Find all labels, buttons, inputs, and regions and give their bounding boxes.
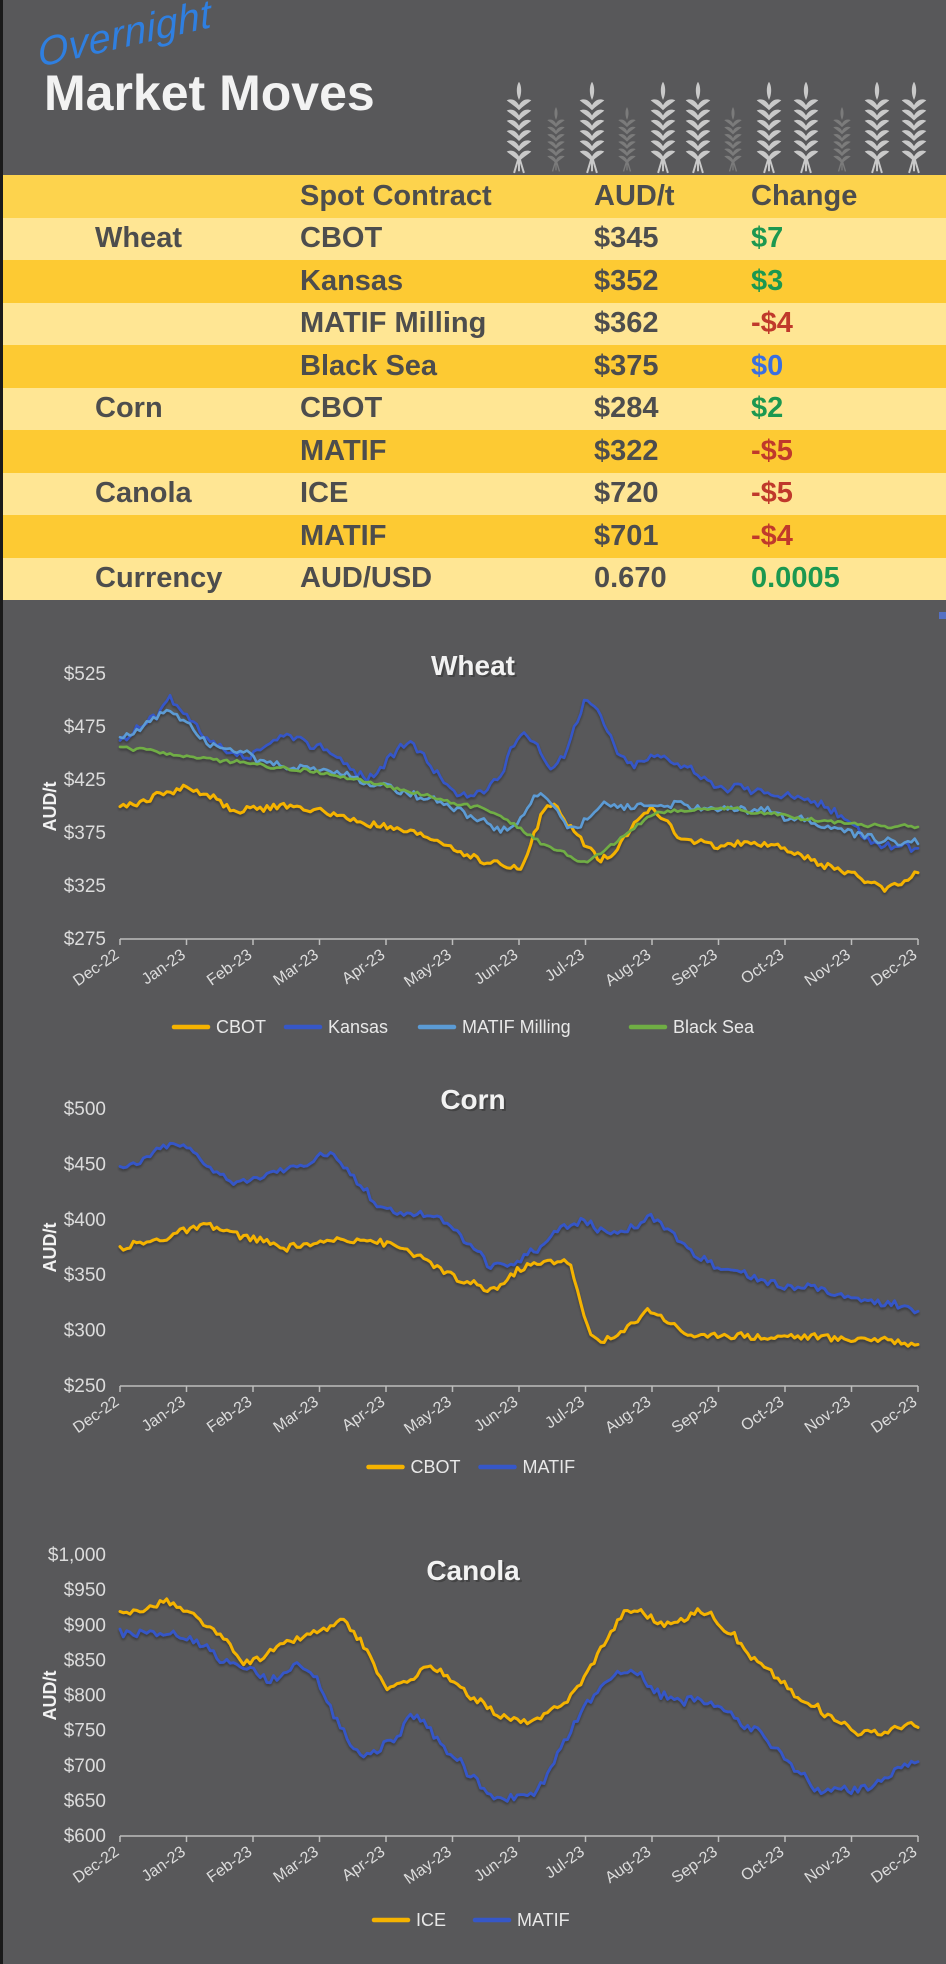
svg-text:Dec-22: Dec-22 <box>70 1843 122 1887</box>
svg-text:Oct-23: Oct-23 <box>738 1393 787 1435</box>
svg-text:$600: $600 <box>64 1826 106 1847</box>
svg-text:$400: $400 <box>64 1210 106 1231</box>
svg-text:$275: $275 <box>64 929 106 950</box>
svg-text:Aug-23: Aug-23 <box>602 1843 654 1887</box>
svg-text:Dec-22: Dec-22 <box>70 946 122 990</box>
svg-text:Dec-23: Dec-23 <box>868 1393 920 1437</box>
svg-text:Corn: Corn <box>440 1084 505 1115</box>
svg-text:Jul-23: Jul-23 <box>542 946 588 985</box>
svg-text:Wheat: Wheat <box>431 650 515 681</box>
svg-text:Jul-23: Jul-23 <box>542 1393 588 1432</box>
svg-text:Oct-23: Oct-23 <box>738 946 787 988</box>
svg-text:$350: $350 <box>64 1265 106 1286</box>
svg-text:Dec-23: Dec-23 <box>868 1843 920 1887</box>
svg-text:$500: $500 <box>64 1099 106 1120</box>
svg-text:$850: $850 <box>64 1650 106 1671</box>
svg-text:Oct-23: Oct-23 <box>738 1843 787 1885</box>
svg-text:Sep-23: Sep-23 <box>669 1393 721 1437</box>
svg-text:Kansas: Kansas <box>328 1017 388 1037</box>
svg-text:$450: $450 <box>64 1154 106 1175</box>
svg-text:AUD/t: AUD/t <box>40 1223 60 1273</box>
svg-text:$750: $750 <box>64 1721 106 1742</box>
svg-text:Nov-23: Nov-23 <box>802 1843 854 1887</box>
svg-text:$250: $250 <box>64 1376 106 1397</box>
svg-text:Dec-22: Dec-22 <box>70 1393 122 1437</box>
svg-text:Jan-23: Jan-23 <box>139 1843 189 1885</box>
svg-text:Jun-23: Jun-23 <box>471 946 521 988</box>
svg-text:Feb-23: Feb-23 <box>204 946 255 989</box>
svg-text:Jan-23: Jan-23 <box>139 946 189 988</box>
svg-text:Sep-23: Sep-23 <box>669 1843 721 1887</box>
svg-text:May-23: May-23 <box>401 1843 455 1888</box>
svg-text:MATIF: MATIF <box>517 1910 570 1930</box>
svg-text:Jun-23: Jun-23 <box>471 1843 521 1885</box>
svg-text:$1,000: $1,000 <box>48 1545 106 1566</box>
svg-text:Apr-23: Apr-23 <box>339 946 388 988</box>
svg-text:Feb-23: Feb-23 <box>204 1843 255 1886</box>
svg-text:Canola: Canola <box>426 1555 520 1586</box>
svg-text:Mar-23: Mar-23 <box>271 1843 322 1886</box>
svg-text:AUD/t: AUD/t <box>40 1671 60 1721</box>
svg-text:$425: $425 <box>64 770 106 791</box>
svg-text:Jan-23: Jan-23 <box>139 1393 189 1435</box>
svg-text:$525: $525 <box>64 664 106 685</box>
svg-text:Feb-23: Feb-23 <box>204 1393 255 1436</box>
svg-text:Sep-23: Sep-23 <box>669 946 721 990</box>
svg-text:$475: $475 <box>64 717 106 738</box>
svg-text:May-23: May-23 <box>401 946 455 991</box>
svg-text:Aug-23: Aug-23 <box>602 946 654 990</box>
svg-text:Black Sea: Black Sea <box>673 1017 755 1037</box>
svg-text:Mar-23: Mar-23 <box>271 946 322 989</box>
svg-text:AUD/t: AUD/t <box>40 782 60 832</box>
svg-text:Apr-23: Apr-23 <box>339 1843 388 1885</box>
svg-text:Jul-23: Jul-23 <box>542 1843 588 1882</box>
svg-text:Nov-23: Nov-23 <box>802 946 854 990</box>
svg-text:$900: $900 <box>64 1615 106 1636</box>
svg-text:$700: $700 <box>64 1756 106 1777</box>
svg-text:$375: $375 <box>64 823 106 844</box>
svg-text:Nov-23: Nov-23 <box>802 1393 854 1437</box>
svg-text:May-23: May-23 <box>401 1393 455 1438</box>
svg-text:Mar-23: Mar-23 <box>271 1393 322 1436</box>
svg-text:CBOT: CBOT <box>216 1017 266 1037</box>
svg-text:Jun-23: Jun-23 <box>471 1393 521 1435</box>
svg-text:Apr-23: Apr-23 <box>339 1393 388 1435</box>
svg-text:Aug-23: Aug-23 <box>602 1393 654 1437</box>
svg-text:MATIF Milling: MATIF Milling <box>462 1017 571 1037</box>
svg-text:$950: $950 <box>64 1580 106 1601</box>
svg-text:ICE: ICE <box>416 1910 446 1930</box>
svg-text:$650: $650 <box>64 1791 106 1812</box>
svg-text:Dec-23: Dec-23 <box>868 946 920 990</box>
svg-text:$325: $325 <box>64 876 106 897</box>
svg-text:$300: $300 <box>64 1321 106 1342</box>
svg-text:$800: $800 <box>64 1686 106 1707</box>
